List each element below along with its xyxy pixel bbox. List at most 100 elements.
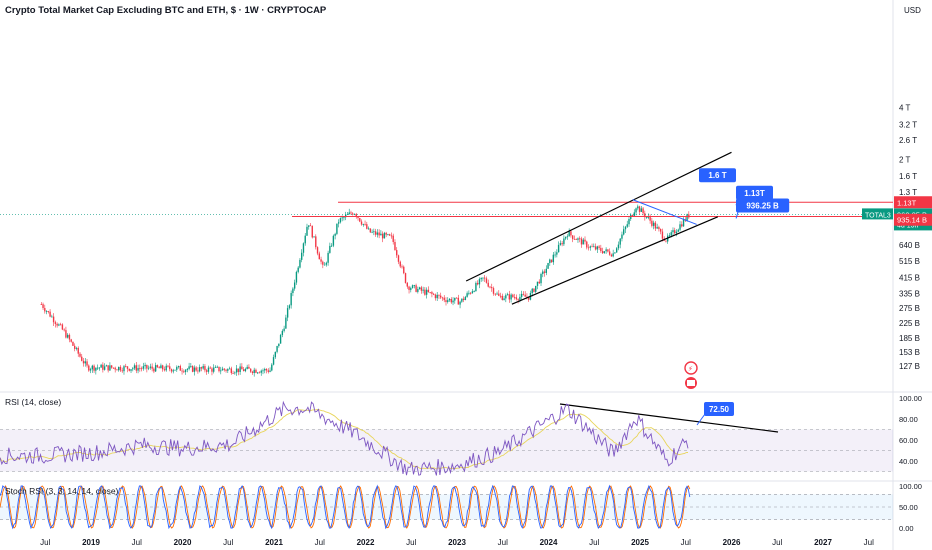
candle-body: [549, 259, 551, 264]
candle-body: [598, 246, 600, 248]
candle-body: [566, 236, 569, 238]
candle-body: [149, 366, 152, 368]
price-tick-label: 515 B: [899, 257, 920, 266]
candle-body: [357, 216, 359, 219]
candle-body: [239, 366, 241, 372]
candle-body: [269, 370, 271, 372]
rsi-title: RSI (14, close): [5, 397, 61, 407]
stoch-tick-label: 50.00: [899, 503, 918, 512]
candle-body: [596, 246, 599, 250]
symbol-tag-label: TOTAL3: [865, 212, 891, 219]
lightning-icon: ⚡: [688, 365, 693, 373]
price-tick-label: 1.3 T: [899, 188, 917, 197]
candle-body: [658, 227, 660, 230]
candle-body: [302, 243, 305, 253]
candle-body: [526, 296, 528, 298]
candle-body: [329, 245, 331, 253]
candle-body: [191, 365, 194, 372]
candle-body: [519, 296, 521, 301]
candle-body: [559, 243, 562, 245]
candle-body: [133, 365, 136, 369]
candle-body: [58, 324, 60, 326]
candle-body: [264, 369, 266, 371]
candle-body: [508, 294, 511, 300]
stoch-d-line: [0, 485, 691, 529]
price-tick-label: 2.6 T: [899, 136, 917, 145]
candle-body: [227, 369, 229, 371]
candle-body: [610, 254, 613, 257]
candle-body: [246, 366, 248, 369]
candle-body: [593, 246, 595, 248]
time-tick-label: Jul: [772, 538, 782, 547]
candle-body: [315, 236, 317, 248]
candle-body: [272, 357, 275, 365]
candle-body: [408, 286, 410, 290]
currency-label[interactable]: USD: [904, 6, 921, 15]
candle-body: [615, 248, 618, 253]
rsi-tick-label: 100.00: [899, 394, 922, 403]
candle-body: [543, 271, 546, 273]
candle-body: [679, 224, 681, 230]
candle-body: [466, 293, 468, 297]
candle-body: [262, 370, 264, 372]
candle-body: [95, 367, 97, 371]
candle-body: [637, 206, 639, 209]
candle-body: [70, 339, 72, 342]
time-axis[interactable]: Jul 2019 Jul 2020 Jul 2021 Jul 2022 Jul 2023 Jul 20…: [40, 538, 874, 547]
rsi-line: [0, 400, 689, 476]
candle-body: [311, 226, 313, 238]
candle-body: [283, 328, 285, 331]
candle-body: [193, 367, 196, 372]
candle-body: [352, 213, 354, 215]
candle-body: [586, 241, 588, 248]
candle-body: [623, 229, 625, 235]
chart-title: Crypto Total Market Cap Excluding BTC an…: [5, 5, 327, 16]
candle-body: [137, 368, 139, 371]
candle-body: [98, 367, 101, 369]
candle-body: [482, 277, 484, 279]
candle-body: [494, 293, 496, 295]
time-tick-label: 2019: [82, 538, 100, 547]
candle-body: [642, 208, 644, 214]
candle-body: [480, 277, 482, 280]
candle-body: [443, 297, 445, 301]
candle-body: [556, 252, 558, 255]
candle-body: [336, 223, 338, 234]
candle-body: [580, 238, 583, 245]
price-tick-label: 275 B: [899, 304, 920, 313]
candle-body: [142, 366, 145, 369]
candle-body: [505, 295, 507, 299]
level-2-price-badge-label: 935.14 B: [897, 216, 927, 225]
candle-body: [308, 225, 310, 227]
candle-body: [116, 369, 118, 371]
candle-body: [478, 279, 481, 285]
candle-body: [513, 297, 516, 298]
candle-body: [682, 219, 685, 227]
candle-body: [274, 351, 277, 358]
rsi-divergence-trendline: [559, 403, 779, 433]
candle-body: [394, 241, 396, 251]
price-tick-label: 1.6 T: [899, 172, 917, 181]
candle-body: [325, 262, 328, 265]
candle-body: [424, 289, 426, 295]
candle-body: [457, 297, 460, 305]
candle-body: [670, 232, 672, 236]
candle-body: [332, 235, 335, 246]
candle-body: [563, 238, 565, 245]
candle-body: [132, 368, 134, 370]
drawings[interactable]: 1.6 T 1.13T 936.25 B ⚡ 72.50: [0, 151, 893, 433]
candle-body: [376, 232, 379, 235]
candle-body: [140, 368, 143, 370]
candle-body: [484, 277, 486, 279]
price-tick-label: 335 B: [899, 289, 920, 298]
candle-body: [184, 369, 187, 373]
candle-body: [205, 370, 208, 372]
candle-body: [431, 292, 433, 294]
price-tick-label: 127 B: [899, 362, 920, 371]
candle-body: [91, 365, 94, 370]
time-tick-label: 2021: [265, 538, 283, 547]
stoch-rsi-title: Stoch RSI (3, 3, 14, 14, close): [5, 486, 119, 496]
candle-body: [209, 367, 211, 369]
